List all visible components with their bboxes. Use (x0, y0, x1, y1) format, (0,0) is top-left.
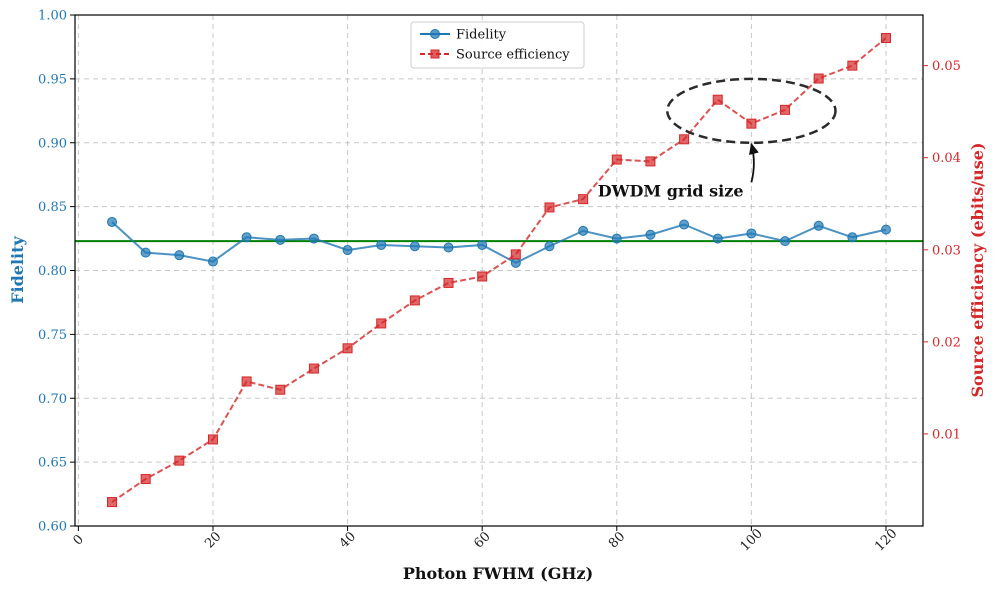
data-point (174, 250, 185, 261)
data-point (645, 229, 656, 240)
data-point (409, 295, 420, 306)
data-point (477, 271, 488, 282)
data-point (140, 247, 151, 258)
data-point (140, 474, 151, 485)
data-point (578, 194, 589, 205)
data-point (376, 239, 387, 250)
data-point (308, 233, 319, 244)
y-right-tick-label: 0.05 (932, 59, 961, 74)
data-point (342, 245, 353, 256)
data-point (376, 318, 387, 329)
legend-efficiency-marker (430, 49, 440, 59)
annotation-ellipse (666, 77, 837, 144)
x-tick-label: 100 (738, 526, 766, 554)
data-point (645, 156, 656, 167)
x-tick-label: 60 (471, 529, 493, 551)
data-point (275, 384, 286, 395)
data-point (712, 94, 723, 105)
legend: Fidelity Source efficiency (410, 21, 585, 69)
annotation-text: DWDM grid size (598, 181, 744, 200)
data-point (107, 497, 118, 508)
data-point (544, 241, 555, 252)
y-right-tick-label: 0.02 (932, 335, 961, 350)
y-left-tick-label: 0.90 (38, 136, 67, 151)
data-point (308, 363, 319, 374)
data-point (578, 225, 589, 236)
data-point (679, 219, 690, 230)
data-point (443, 277, 454, 288)
data-point (780, 104, 791, 115)
data-point (679, 134, 690, 145)
y-left-tick-label: 0.80 (38, 264, 67, 279)
data-point (611, 154, 622, 165)
y-left-tick-label: 1.00 (38, 9, 67, 24)
y-right-tick-label: 0.04 (932, 151, 961, 166)
data-point (544, 202, 555, 213)
data-point (813, 73, 824, 84)
x-tick-label: 0 (70, 532, 86, 548)
data-point (342, 343, 353, 354)
data-point (241, 232, 252, 243)
x-axis-label: Photon FWHM (GHz) (403, 564, 593, 583)
y-right-tick-label: 0.03 (932, 243, 961, 258)
data-point (510, 257, 521, 268)
data-point (275, 234, 286, 245)
legend-label-source-efficiency: Source efficiency (456, 48, 570, 63)
data-point (477, 239, 488, 250)
annotation-arrow (749, 142, 759, 183)
legend-label-fidelity: Fidelity (456, 28, 507, 43)
x-tick-label: 20 (202, 529, 224, 551)
data-point (746, 118, 757, 129)
data-point (611, 233, 622, 244)
y-left-tick-label: 0.60 (38, 520, 67, 535)
y-left-tick-label: 0.70 (38, 392, 67, 407)
data-point (780, 236, 791, 247)
y-axis-left-label: Fidelity (8, 235, 27, 303)
data-point (207, 256, 218, 267)
y-left-tick-label: 0.75 (38, 328, 67, 343)
legend-fidelity-marker (430, 29, 440, 39)
data-point (207, 434, 218, 445)
data-point (847, 232, 858, 243)
data-point (847, 60, 858, 71)
data-point (107, 216, 118, 227)
x-tick-label: 120 (872, 526, 900, 554)
data-point (712, 233, 723, 244)
data-point (443, 242, 454, 253)
data-point (813, 220, 824, 231)
y-axis-right-label: Source efficiency (ebits/use) (968, 142, 987, 397)
data-point (880, 224, 891, 235)
y-left-tick-label: 0.85 (38, 200, 67, 215)
series-source-efficiency (107, 33, 891, 508)
x-tick-label: 80 (606, 529, 628, 551)
series-line (111, 221, 887, 264)
data-point (510, 249, 521, 260)
data-point (746, 228, 757, 239)
x-tick-label: 40 (337, 529, 359, 551)
data-point (174, 455, 185, 466)
series-layer (107, 33, 891, 508)
data-point (241, 376, 252, 387)
legend-box (410, 21, 585, 69)
y-left-tick-label: 0.95 (38, 72, 67, 87)
series-line (111, 37, 887, 503)
data-point (880, 33, 891, 44)
series-fidelity (107, 216, 891, 268)
y-left-tick-label: 0.65 (38, 456, 67, 471)
annotation-layer: DWDM grid size (598, 77, 837, 200)
data-point (409, 241, 420, 252)
y-right-tick-label: 0.01 (932, 427, 961, 442)
